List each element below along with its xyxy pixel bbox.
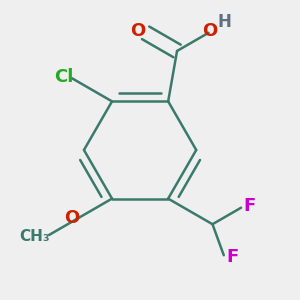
Text: F: F [243, 197, 256, 215]
Text: F: F [226, 248, 238, 266]
Text: O: O [64, 209, 80, 227]
Text: CH₃: CH₃ [19, 229, 50, 244]
Text: O: O [202, 22, 218, 40]
Text: O: O [130, 22, 145, 40]
Text: H: H [218, 13, 231, 31]
Text: Cl: Cl [54, 68, 74, 85]
